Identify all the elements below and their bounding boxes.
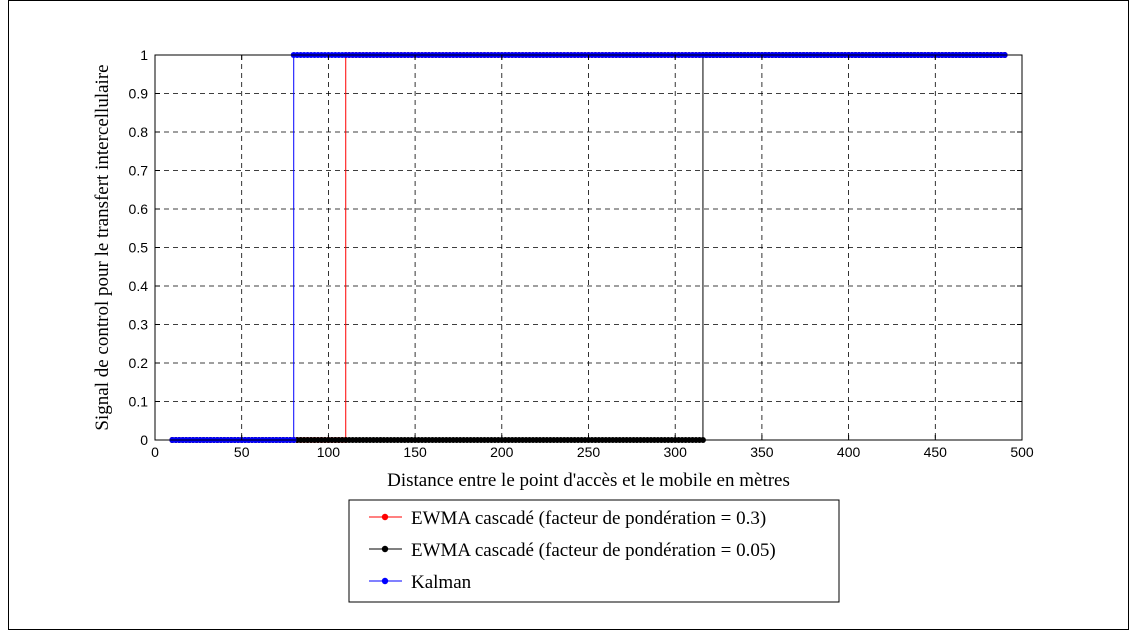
x-tick-label: 250 bbox=[577, 444, 601, 460]
x-tick-label: 450 bbox=[924, 444, 948, 460]
x-tick-label: 0 bbox=[151, 444, 159, 460]
y-tick-label: 0.4 bbox=[129, 278, 149, 294]
y-tick-label: 0.3 bbox=[129, 317, 149, 333]
x-tick-label: 400 bbox=[837, 444, 861, 460]
legend: EWMA cascadé (facteur de pondération = 0… bbox=[348, 499, 840, 603]
y-axis-label: Signal de control pour le transfert inte… bbox=[92, 64, 113, 430]
legend-swatch-marker bbox=[381, 545, 389, 553]
y-tick-label: 0.8 bbox=[129, 124, 149, 140]
y-tick-label: 0.9 bbox=[129, 86, 149, 102]
legend-box bbox=[348, 499, 840, 603]
legend-swatch-marker bbox=[381, 577, 389, 585]
y-tick-label: 0.5 bbox=[129, 240, 149, 256]
x-tick-label: 300 bbox=[664, 444, 688, 460]
y-tick-label: 1 bbox=[140, 47, 148, 63]
x-tick-label: 150 bbox=[403, 444, 427, 460]
y-tick-label: 0.2 bbox=[129, 355, 149, 371]
x-tick-label: 200 bbox=[490, 444, 514, 460]
x-tick-label: 350 bbox=[750, 444, 774, 460]
axis-ticks: 0 50 100 150 200 250 300 350 400 450 500 0 0.1 0.2 0.3… bbox=[129, 47, 1034, 460]
x-tick-label: 500 bbox=[1010, 444, 1034, 460]
legend-swatch-marker bbox=[381, 513, 389, 521]
x-axis-label: Distance entre le point d'accès et le mo… bbox=[387, 470, 790, 491]
y-tick-label: 0.6 bbox=[129, 201, 149, 217]
x-tick-label: 50 bbox=[234, 444, 250, 460]
legend-label: EWMA cascadé (facteur de pondération = 0… bbox=[411, 508, 766, 529]
y-tick-label: 0.7 bbox=[129, 163, 149, 179]
series-layer bbox=[169, 52, 1008, 443]
legend-label: EWMA cascadé (facteur de pondération = 0… bbox=[411, 540, 776, 561]
grid bbox=[155, 55, 1022, 440]
y-tick-label: 0 bbox=[140, 432, 148, 448]
legend-label: Kalman bbox=[411, 572, 472, 593]
x-tick-label: 100 bbox=[317, 444, 341, 460]
y-tick-label: 0.1 bbox=[129, 394, 149, 410]
